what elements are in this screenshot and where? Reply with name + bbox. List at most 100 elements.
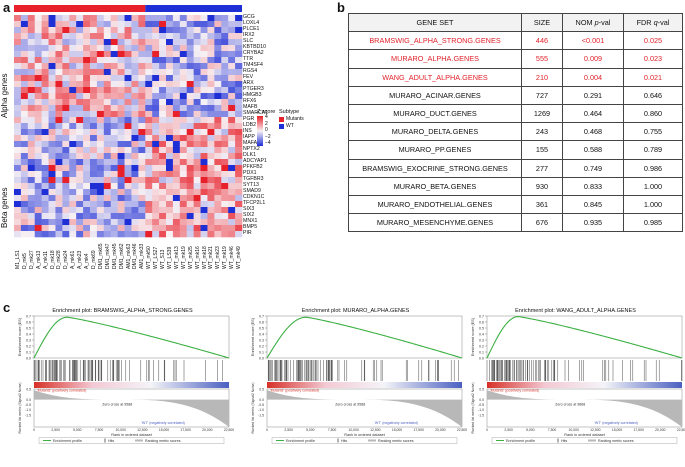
heatmap-cell [83,69,91,76]
heatmap-cell [207,201,215,208]
heatmap-cell [96,39,105,46]
heatmap-cell [117,69,125,76]
heatmap-cell [69,201,77,208]
zscore-legend-title: Z score [257,109,276,115]
heatmap-cell [214,207,222,214]
table-cell-fdr: 0.023 [623,49,683,69]
heatmap-cell [186,93,194,100]
heatmap-cell [221,153,229,160]
heatmap-cell [207,123,215,130]
heatmap-cell [124,231,132,238]
heatmap-cell [103,213,112,220]
heatmap-cell [186,141,194,148]
sample-label: D_mk24 [63,250,70,269]
heatmap-cell [214,21,222,28]
heatmap-cell [96,141,105,148]
heatmap-cell [117,27,125,34]
heatmap-cell [83,87,91,94]
es-tick-label: 0.6 [479,320,484,324]
heatmap-cell [159,15,167,22]
heatmap-cell [159,183,167,190]
heatmap-cell [41,81,49,88]
heatmap-cell [228,27,236,34]
heatmap-cell [69,207,77,214]
heatmap-cell [221,129,229,136]
heatmap-cell [14,27,22,34]
heatmap-cell [96,81,105,88]
heatmap-cell [48,177,56,184]
heatmap-cell [14,141,22,148]
heatmap-cell [131,93,139,100]
heatmap-cell [124,45,132,52]
heatmap-cell [34,33,42,40]
gsea-plot: Enrichment plot: WANG_ADULT_ALPHA.GENES 0… [463,300,685,467]
heatmap-cell [179,81,188,88]
heatmap-cell [145,21,153,28]
heatmap-cell [193,195,201,202]
heatmap-cell [124,219,132,226]
heatmap-cell [90,111,98,118]
heatmap-cell [103,219,112,226]
heatmap-cell [110,21,118,28]
heatmap-cell [214,57,222,64]
legend-profile-label: Enrichment profile [506,439,535,443]
heatmap-cell [152,141,160,148]
heatmap-cell [96,189,105,196]
heatmap-cell [34,231,42,238]
heatmap-cell [110,213,118,220]
heatmap-cell [235,75,243,82]
heatmap-cell [96,33,105,40]
heatmap-cell [145,51,153,58]
heatmap-cell [145,225,153,232]
heatmap-cell [103,99,112,106]
heatmap-cell [110,123,118,130]
gsea-plot-title: Enrichment plot: WANG_ADULT_ALPHA.GENES [515,308,636,314]
heatmap-cell [117,45,125,52]
heatmap-cell [179,93,188,100]
heatmap-cell [179,231,188,238]
heatmap-cell [235,63,243,70]
ranking-metric-area [487,390,682,427]
heatmap-cell [27,27,36,34]
heatmap-cell [55,57,63,64]
heatmap-cell [55,183,63,190]
x-tick-label: 20,000 [435,428,445,432]
heatmap-cell [48,171,56,178]
heatmap-cell [221,213,229,220]
gsea-plot-svg: 0.7 0.6 0.5 0.4 0.3 0.2 0.1 0.0 Enrichment score… [251,314,467,444]
heatmap-cell [27,87,36,94]
table-row: MURARO_MESENCHYME.GENES 676 0.935 0.985 [348,213,683,233]
heatmap-cell [55,27,63,34]
heatmap-cell [103,93,112,100]
sample-label: WT_mk16 [194,246,201,269]
gene-label: RFX6 [243,98,257,104]
heatmap-cell [186,63,194,70]
heatmap-cell [200,87,208,94]
heatmap-cell [76,195,84,202]
heatmap-cell [179,177,188,184]
heatmap-cell [14,105,22,112]
heatmap-cell [34,207,42,214]
heatmap-cell [14,159,22,166]
heatmap-cell [228,201,236,208]
heatmap-cell [131,201,139,208]
heatmap-cell [207,117,215,124]
table-cell-fdr: 0.986 [623,158,683,178]
heatmap-cell [69,171,77,178]
gene-label: ARX [243,80,254,86]
table-cell-nom: 0.004 [562,67,624,87]
heatmap-cell [110,231,118,238]
heatmap-cell [20,213,29,220]
heatmap-cell [90,81,98,88]
heatmap-cell [41,123,49,130]
heatmap-cell [103,171,112,178]
heatmap [14,5,243,238]
heatmap-cell [55,21,63,28]
sample-label: WT_LS39 [167,246,173,269]
heatmap-cell [145,207,153,214]
heatmap-cell [83,45,91,52]
heatmap-cell [55,45,63,52]
heatmap-cell [131,117,139,124]
heatmap-cell [14,189,22,196]
heatmap-cell [152,57,160,64]
